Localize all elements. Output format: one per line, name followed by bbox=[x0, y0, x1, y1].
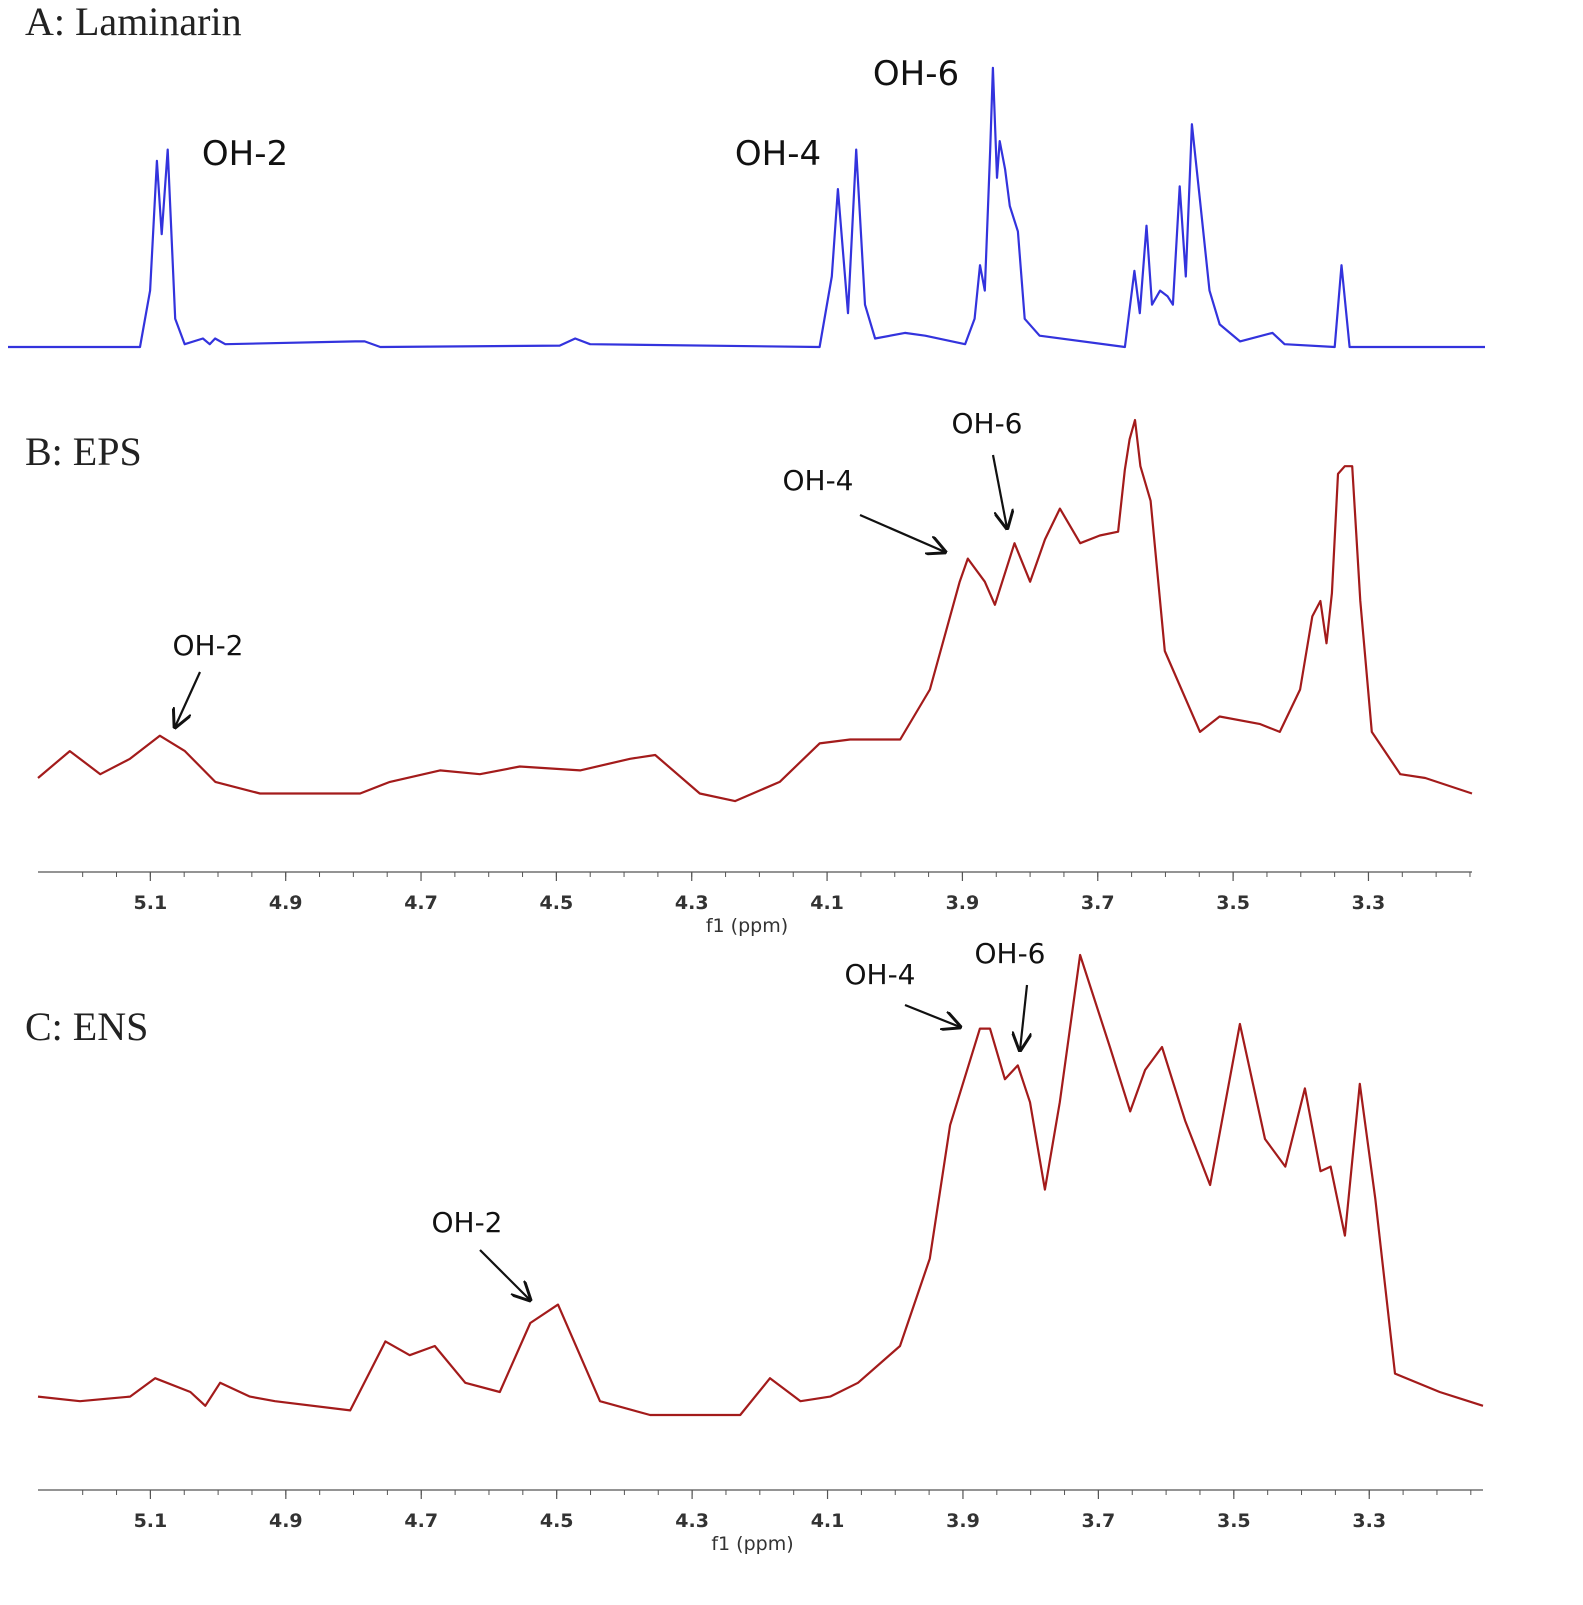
x-tick-label: 4.7 bbox=[404, 1510, 438, 1532]
x-tick-label: 3.3 bbox=[1352, 892, 1386, 914]
peak-label: OH-6 bbox=[951, 407, 1022, 440]
peak-arrow bbox=[175, 671, 202, 727]
x-axis-label: f1 (ppm) bbox=[711, 1533, 793, 1555]
x-axis-label: f1 (ppm) bbox=[706, 915, 788, 937]
x-tick-label: 3.9 bbox=[946, 892, 980, 914]
x-tick-label: 3.5 bbox=[1217, 1510, 1251, 1532]
x-tick-label: 4.1 bbox=[810, 892, 844, 914]
x-tick-label: 3.9 bbox=[946, 1510, 980, 1532]
peak-label: OH-4 bbox=[735, 134, 821, 174]
x-tick-label: 3.3 bbox=[1352, 1510, 1386, 1532]
x-tick-label: 3.7 bbox=[1082, 1510, 1116, 1532]
x-tick-label: 3.5 bbox=[1216, 892, 1250, 914]
peak-arrow bbox=[1020, 984, 1027, 1050]
spectrum-line bbox=[37, 953, 1484, 1417]
peak-label: OH-4 bbox=[782, 464, 853, 497]
peak-arrow bbox=[991, 454, 1007, 528]
x-tick-label: 4.9 bbox=[269, 1510, 303, 1532]
x-tick-label: 4.3 bbox=[675, 1510, 709, 1532]
x-tick-label: 4.9 bbox=[269, 892, 303, 914]
x-tick-label: 4.5 bbox=[540, 1510, 574, 1532]
x-tick-label: 4.1 bbox=[811, 1510, 845, 1532]
x-tick-label: 5.1 bbox=[134, 1510, 168, 1532]
panel-title: C: ENS bbox=[25, 1004, 148, 1049]
x-tick-label: 3.7 bbox=[1081, 892, 1115, 914]
peak-label: OH-2 bbox=[431, 1206, 502, 1239]
peak-arrow bbox=[479, 1249, 530, 1300]
peak-label: OH-4 bbox=[844, 958, 915, 991]
x-tick-label: 4.3 bbox=[675, 892, 709, 914]
peak-label: OH-2 bbox=[202, 134, 288, 174]
peak-label: OH-2 bbox=[172, 629, 243, 662]
x-tick-label: 4.7 bbox=[404, 892, 438, 914]
spectrum-line bbox=[37, 418, 1473, 803]
x-tick-label: 5.1 bbox=[134, 892, 168, 914]
peak-label: OH-6 bbox=[873, 54, 959, 94]
panel-title: B: EPS bbox=[25, 429, 142, 474]
peak-arrow bbox=[904, 1003, 960, 1027]
peak-arrow bbox=[859, 513, 945, 552]
spectrum-line bbox=[8, 66, 1485, 349]
panel-title: A: Laminarin bbox=[25, 0, 242, 44]
x-tick-label: 4.5 bbox=[540, 892, 574, 914]
peak-label: OH-6 bbox=[974, 937, 1045, 970]
